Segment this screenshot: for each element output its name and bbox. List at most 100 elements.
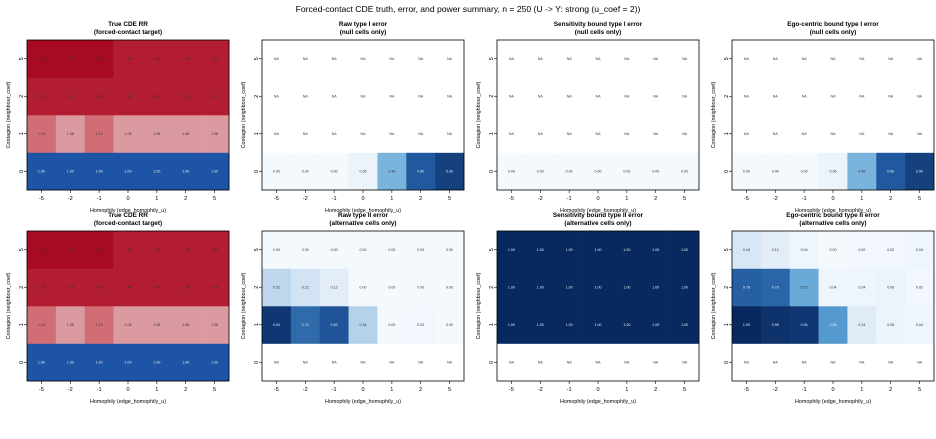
cell-label: 1.15	[67, 248, 74, 252]
heatmap-cell	[406, 40, 436, 78]
heatmap-cell	[497, 152, 527, 191]
heatmap-cell	[348, 343, 378, 382]
cell-label: NA	[831, 132, 837, 136]
cell-label: 0.00	[508, 170, 515, 174]
cell-label: NA	[596, 361, 602, 365]
cell-label: NA	[802, 361, 808, 365]
cell-label: 0.06	[887, 286, 894, 290]
cell-label: 0.00	[331, 170, 338, 174]
heatmap-cell	[670, 268, 700, 307]
y-tick-label: 5	[489, 248, 495, 251]
heatmap-cell	[435, 77, 465, 116]
heatmap-cell	[435, 343, 465, 382]
heatmap-cell	[200, 115, 230, 153]
heatmap-cell	[142, 152, 172, 191]
x-axis-label: Homophily (edge_homophily_u)	[560, 399, 636, 405]
heatmap-cell	[554, 77, 584, 116]
heatmap-cell	[583, 40, 613, 78]
cell-label: 0.78	[743, 286, 750, 290]
cell-label: 1.14	[211, 248, 218, 252]
heatmap-cell	[554, 231, 584, 269]
heatmap-cell	[113, 343, 143, 382]
heatmap-cell	[290, 115, 321, 153]
heatmap-cell	[641, 306, 671, 344]
cell-label: 0.00	[772, 170, 779, 174]
x-tick-label: 0	[596, 196, 599, 202]
heatmap-cell	[348, 77, 378, 116]
cell-label: 1.14	[125, 286, 132, 290]
cell-label: 1.00	[566, 323, 573, 327]
heatmap-cell	[525, 115, 556, 153]
x-tick-label: 1	[390, 196, 393, 202]
heatmap-cell	[142, 306, 172, 344]
heatmap-cell	[554, 268, 584, 307]
cell-label: 1.00	[566, 248, 573, 252]
heatmap-cell	[113, 40, 143, 78]
cell-label: NA	[624, 132, 630, 136]
cell-label: NA	[303, 132, 309, 136]
heatmap-cell	[262, 115, 292, 153]
heatmap-cell	[612, 306, 642, 344]
cell-label: 0.00	[681, 170, 688, 174]
heatmap-cell	[876, 152, 906, 191]
heatmap-cell	[905, 268, 935, 307]
heatmap-cell	[84, 115, 114, 153]
cell-label: NA	[596, 95, 602, 99]
cell-label: 0.00	[273, 170, 280, 174]
y-tick-label: 2	[19, 286, 25, 289]
cell-label: 0.00	[446, 248, 453, 252]
heatmap-cell	[290, 343, 321, 382]
cell-label: NA	[332, 132, 338, 136]
cell-label: 1.14	[67, 95, 74, 99]
x-tick-label: 5	[448, 196, 451, 202]
cell-label: 1.14	[211, 95, 218, 99]
heatmap-cell	[905, 152, 935, 191]
cell-label: 0.80	[417, 170, 424, 174]
heatmap-cell	[262, 231, 292, 269]
cell-label: 1.00	[652, 286, 659, 290]
heatmap-cell	[525, 306, 556, 344]
x-tick-label: -2	[303, 387, 308, 393]
heatmap-cell	[406, 77, 436, 116]
heatmap-cell	[789, 115, 819, 153]
heatmap-cell	[760, 40, 791, 78]
cell-label: NA	[653, 132, 659, 136]
heatmap-cell	[27, 40, 57, 78]
y-tick-label: 2	[724, 286, 730, 289]
panel-subtitle: (alternative cells only)	[564, 220, 631, 227]
heatmap-cell	[497, 77, 527, 116]
y-tick-label: 2	[724, 95, 730, 98]
y-tick-label: 0	[489, 170, 495, 173]
heatmap-cell	[377, 306, 407, 344]
cell-label: 1.15	[96, 248, 103, 252]
cell-label: 1.08	[153, 132, 160, 136]
heatmap-cell	[84, 268, 114, 307]
heatmap-cell	[377, 152, 407, 191]
cell-label: 1.00	[623, 286, 630, 290]
cell-label: 0.00	[743, 170, 750, 174]
cell-label: NA	[332, 95, 338, 99]
x-tick-label: 0	[361, 196, 364, 202]
heatmap-cell	[876, 40, 906, 78]
cell-label: NA	[888, 95, 894, 99]
x-tick-label: -5	[744, 387, 749, 393]
x-tick-label: 0	[126, 387, 129, 393]
heatmap-cell	[377, 231, 407, 269]
cell-label: 1.08	[182, 323, 189, 327]
cell-label: 0.00	[446, 286, 453, 290]
cell-label: 0.74	[302, 323, 309, 327]
x-tick-label: -1	[802, 387, 807, 393]
heatmap-cell	[670, 77, 700, 116]
heatmap-cell	[113, 231, 143, 269]
heatmap-cell	[641, 343, 671, 382]
cell-label: 1.14	[182, 248, 189, 252]
heatmap-cell	[789, 231, 819, 269]
cell-label: 0.52	[801, 286, 808, 290]
cell-label: 1.14	[38, 95, 45, 99]
heatmap-cell	[84, 306, 114, 344]
panel-subtitle: (alternative cells only)	[329, 220, 396, 227]
heatmap-cell	[55, 231, 86, 269]
cell-label: 1.00	[652, 248, 659, 252]
cell-label: 0.48	[858, 170, 865, 174]
x-tick-label: 5	[213, 387, 216, 393]
